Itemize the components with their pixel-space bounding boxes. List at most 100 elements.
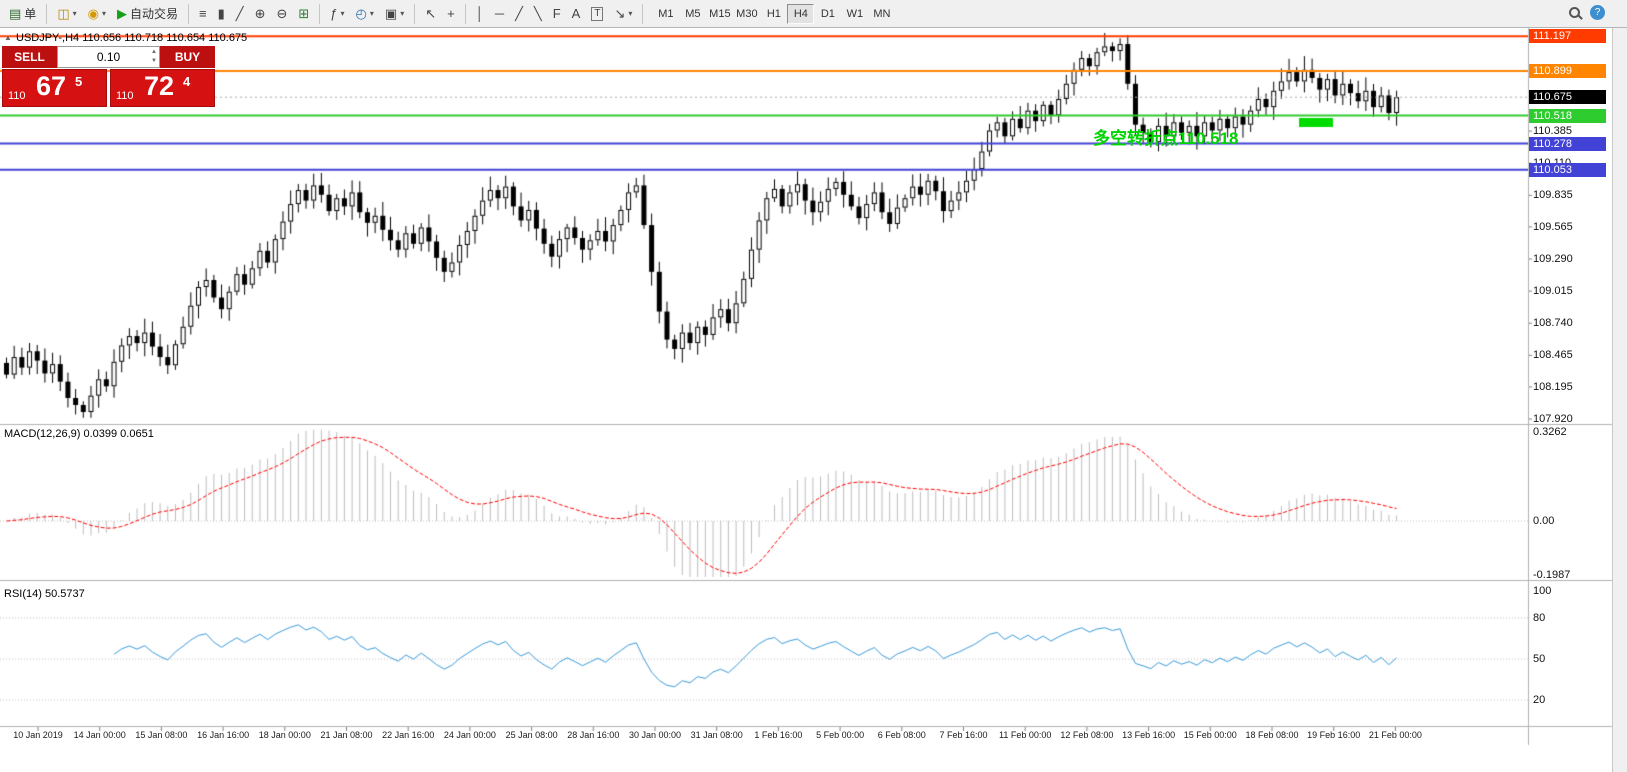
price-line-tag: 110.053 (1529, 162, 1606, 177)
date-label: 6 Feb 08:00 (877, 730, 926, 740)
toolbar-separator (319, 3, 321, 24)
arrows-icon: ↘ (614, 6, 626, 21)
line-chart-button[interactable]: ╱ (231, 3, 249, 25)
timeframe-m5-button[interactable]: M5 (685, 7, 701, 20)
toolbar-separator (188, 3, 189, 24)
rsi-axis-tick: 50 (1533, 653, 1546, 665)
vertical-line-tool-button[interactable]: │ (471, 3, 489, 25)
timeframe-w1-button[interactable]: W1 (846, 7, 864, 20)
candlestick-icon: ▮ (217, 6, 225, 21)
price-axis-tick: 108.740 (1533, 317, 1573, 330)
date-label: 5 Feb 00:00 (816, 730, 865, 740)
new-order-icon: ▤ (9, 6, 22, 21)
cursor-button[interactable]: ↖ (420, 3, 441, 25)
fibonacci-tool-button[interactable]: F (548, 3, 566, 25)
date-label: 24 Jan 00:00 (443, 730, 496, 740)
chevron-down-icon: ▾ (101, 9, 106, 18)
chevron-down-icon: ▾ (369, 9, 374, 18)
price-axis-tick: 108.465 (1533, 349, 1573, 362)
toolbar-separator (46, 3, 48, 24)
candlestick-chart-button[interactable]: ▮ (213, 3, 230, 25)
zoom-in-icon: ⊕ (254, 6, 266, 21)
line-chart-icon: ╱ (235, 6, 244, 21)
zoom-in-button[interactable]: ⊕ (250, 3, 271, 25)
price-axis-tick: 109.565 (1533, 220, 1573, 233)
text-tool-button[interactable]: A (567, 3, 586, 25)
horizontal-line-tool-button[interactable]: ─ (490, 3, 509, 25)
timeframe-m30-button[interactable]: M30 (736, 7, 758, 20)
buy-price-display[interactable]: 110 72 4 (110, 69, 215, 107)
zoom-out-button[interactable]: ⊖ (271, 3, 292, 25)
price-line-tag: 110.278 (1529, 136, 1606, 151)
timeframe-m1-button[interactable]: M1 (658, 7, 674, 20)
indicators-button[interactable]: ƒ ▾ (325, 3, 349, 25)
lot-decrease-button[interactable]: ▼ (151, 58, 157, 64)
auto-trading-label: 自动交易 (129, 7, 178, 21)
templates-icon: ▣ (384, 6, 398, 21)
community-icon[interactable]: ? (1590, 5, 1605, 20)
macd-label: MACD(12,26,9) 0.0399 0.0651 (4, 428, 154, 440)
templates-button[interactable]: ▣ ▾ (380, 3, 409, 25)
sell-button[interactable]: SELL (2, 46, 57, 68)
date-label: 10 Jan 2019 (13, 730, 63, 740)
label-tool-button[interactable]: T (586, 3, 608, 25)
price-line-tag: 111.197 (1529, 29, 1606, 44)
one-click-collapse-toggle[interactable]: ▲ (4, 33, 12, 42)
timeframe-mn-button[interactable]: MN (873, 7, 891, 20)
bar-chart-button[interactable]: ≡ (194, 3, 212, 25)
channel-tool-button[interactable]: ╲ (529, 3, 547, 25)
chart-window-button[interactable]: ◫ ▾ (52, 3, 81, 25)
lot-value: 0.10 (96, 50, 121, 64)
one-click-trading-panel: SELL 0.10 ▲ ▼ BUY 110 67 5 110 72 4 (2, 46, 215, 107)
date-label: 11 Feb 00:00 (999, 730, 1052, 740)
rsi-axis-tick: 20 (1533, 694, 1546, 706)
tile-windows-button[interactable]: ⊞ (293, 3, 314, 25)
timeframe-h4-button[interactable]: H4 (787, 3, 815, 24)
profile-button[interactable]: ◉ ▾ (83, 3, 111, 25)
periods-button[interactable]: ◴ ▾ (351, 3, 379, 25)
sell-price-display[interactable]: 110 67 5 (2, 69, 107, 107)
timeframe-h1-button[interactable]: H1 (766, 7, 781, 20)
timeframe-m15-button[interactable]: M15 (709, 7, 731, 20)
sell-price-big: 67 (36, 71, 67, 101)
price-axis-tick: 107.920 (1533, 413, 1573, 425)
chevron-down-icon: ▾ (72, 9, 77, 18)
macd-axis-tick: -0.1987 (1533, 569, 1571, 582)
date-label: 18 Jan 00:00 (258, 730, 311, 740)
arrows-tool-button[interactable]: ↘ ▾ (609, 3, 637, 25)
search-icon[interactable] (1569, 7, 1580, 18)
macd-axis-tick: 0.3262 (1533, 425, 1567, 438)
date-label: 21 Jan 08:00 (320, 730, 373, 740)
toolbar-separator (464, 3, 466, 24)
channel-icon: ╲ (533, 6, 542, 21)
new-order-button[interactable]: ▤ 单 (4, 3, 41, 25)
clock-icon: ◴ (355, 6, 367, 21)
lot-size-input[interactable]: 0.10 ▲ ▼ (57, 46, 160, 68)
buy-button[interactable]: BUY (160, 46, 215, 68)
fibonacci-icon: F (552, 6, 561, 21)
buy-price-pip: 4 (183, 74, 191, 89)
date-label: 21 Feb 00:00 (1368, 730, 1422, 740)
pivot-annotation[interactable]: 多空转折点110.518 (1093, 129, 1239, 148)
date-label: 25 Jan 08:00 (505, 730, 558, 740)
lot-increase-button[interactable]: ▲ (151, 49, 157, 55)
timeframe-d1-button[interactable]: D1 (820, 7, 835, 20)
toolbar-separator (414, 3, 416, 24)
date-label: 15 Jan 08:00 (135, 730, 188, 740)
date-label: 19 Feb 16:00 (1307, 730, 1361, 740)
date-label: 1 Feb 16:00 (754, 730, 803, 740)
right-scrollbar[interactable] (1612, 28, 1627, 772)
date-label: 15 Feb 00:00 (1183, 730, 1237, 740)
zoom-out-icon: ⊖ (276, 6, 288, 21)
chevron-down-icon: ▾ (340, 9, 345, 18)
price-line-tag: 110.675 (1529, 90, 1606, 105)
buy-price-prefix: 110 (116, 90, 134, 102)
indicators-icon: ƒ (330, 6, 338, 21)
price-axis-tick: 109.835 (1533, 189, 1573, 202)
sell-price-pip: 5 (75, 74, 83, 89)
chevron-down-icon: ▾ (400, 9, 405, 18)
crosshair-button[interactable]: + (442, 3, 460, 25)
trendline-tool-button[interactable]: ╱ (510, 3, 528, 25)
auto-trading-button[interactable]: ▶ 自动交易 (112, 3, 183, 25)
